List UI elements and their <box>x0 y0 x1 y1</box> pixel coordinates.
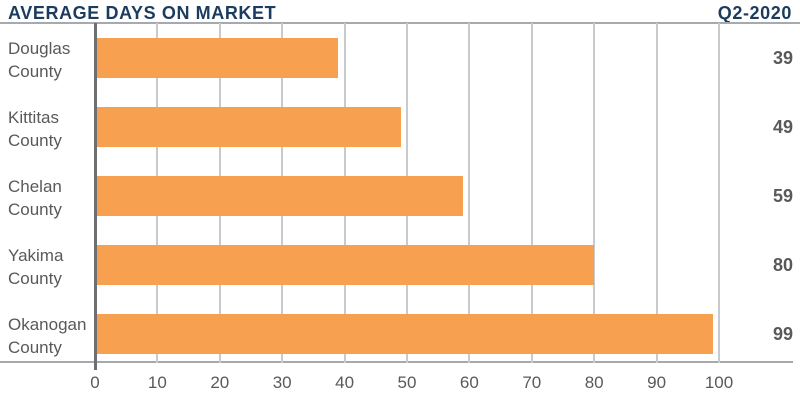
value-label: 59 <box>772 186 793 206</box>
bar <box>95 314 713 354</box>
category-label: Chelan County <box>8 177 62 219</box>
header-divider-line <box>0 22 800 24</box>
gridline <box>655 23 658 363</box>
gridline <box>718 23 720 363</box>
value-label: 80 <box>772 255 793 275</box>
gridline <box>530 23 533 363</box>
period-label: Q2-2020 <box>717 3 792 23</box>
chart-title: AVERAGE DAYS ON MARKET <box>8 3 277 23</box>
category-label: Douglas County <box>8 39 71 81</box>
value-label: 49 <box>772 117 793 137</box>
x-tick-label: 40 <box>335 373 355 392</box>
x-tick-label: 20 <box>210 373 230 392</box>
category-label: Kittitas County <box>8 108 62 150</box>
value-label: 39 <box>772 48 793 68</box>
value-label: 99 <box>772 324 793 344</box>
bar <box>95 107 401 147</box>
x-tick-label: 90 <box>647 373 667 392</box>
x-tick-label: 0 <box>90 373 100 392</box>
x-tick-label: 60 <box>459 373 479 392</box>
bar <box>95 38 339 78</box>
category-label: Okanogan County <box>8 315 87 357</box>
gridline <box>593 23 596 363</box>
gridline <box>468 23 471 363</box>
category-label: Yakima County <box>8 246 64 288</box>
x-tick-label: 10 <box>147 373 167 392</box>
x-tick-label: 80 <box>584 373 604 392</box>
x-tick-label: 70 <box>522 373 542 392</box>
x-tick-label: 100 <box>704 373 734 392</box>
x-tick-label: 30 <box>272 373 292 392</box>
x-axis-line <box>0 361 793 363</box>
bar <box>95 245 595 285</box>
y-axis-zero-line <box>93 23 97 370</box>
bar <box>95 176 464 216</box>
x-tick-label: 50 <box>397 373 417 392</box>
